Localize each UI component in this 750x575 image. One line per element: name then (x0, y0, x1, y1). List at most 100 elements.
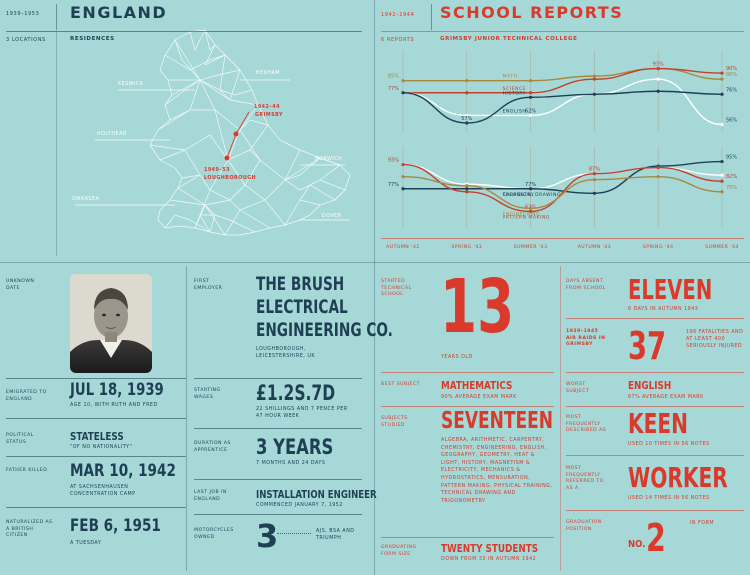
emigrated-label: EMIGRATED TO ENGLAND (6, 390, 47, 402)
data-point (465, 184, 469, 188)
referred-sub: USED 14 TIMES IN 56 NOTES (628, 496, 710, 501)
political-label: POLITICAL STATUS (6, 433, 34, 445)
series-name-label: ENGLISH (503, 108, 527, 114)
described-value: KEEN (628, 407, 689, 440)
data-label: 77% (388, 86, 399, 92)
reports-title: SCHOOL REPORTS (440, 3, 624, 22)
data-label: 93% (653, 62, 664, 68)
data-point (592, 77, 596, 81)
term-label: SUMMER '44 (705, 245, 739, 250)
place-holyhead: HOLYHEAD (97, 132, 127, 137)
place-dover: DOVER (322, 214, 342, 219)
data-point (529, 206, 533, 210)
data-point (720, 159, 724, 164)
motorcycles-sub: AJS, BSA AND TRIUMPH (316, 529, 355, 541)
worst-label: WORST SUBJECT (566, 382, 590, 394)
term-label: AUTUMN '43 (577, 245, 612, 250)
father-label: FATHER KILLED (6, 468, 48, 473)
best-label: BEST SUBJECT (381, 382, 420, 387)
duration-value: 3 YEARS (256, 435, 334, 459)
data-point (465, 113, 469, 118)
series-name-label: MATH (503, 74, 518, 80)
data-point (465, 190, 469, 194)
data-label: 85% (388, 74, 399, 80)
subjects-sub: ALGEBRA, ARITHMETIC, CARPENTRY, CHEMISTR… (441, 438, 553, 504)
data-point (465, 79, 469, 83)
data-point (592, 178, 596, 182)
series-name-label: ENGINEERING (503, 211, 541, 217)
series-line-english (402, 78, 723, 126)
data-point (529, 95, 533, 99)
series-name-label: TECHNICAL DRAWING (502, 192, 561, 198)
started-value: 13 (440, 264, 515, 350)
data-label: 82% (726, 174, 737, 180)
data-point (401, 91, 405, 95)
motorcycles-value: 3 (256, 517, 279, 555)
raids-value: 37 (628, 324, 667, 368)
series-name-label: PATTERN MAKING (503, 214, 550, 220)
started-sub: YEARS OLD (441, 355, 473, 360)
data-point (720, 173, 724, 177)
loughborough-years: 1949–53 (204, 168, 230, 173)
lastjob-sub: COMMENCED JANUARY 7, 1952 (256, 503, 343, 508)
best-value: MATHEMATICS (441, 379, 513, 392)
referred-label: MOST FREQUENTLY REFERRED TO AS A (566, 466, 604, 491)
school-name: GRIMSBY JUNIOR TECHNICAL COLLEGE (440, 36, 578, 42)
data-point (465, 121, 469, 125)
grades-chart-academic: 85% 86% MATH 77% 93% 90% SCIENCE 62% 56% ENGLISH 5… (388, 50, 737, 132)
term-label: AUTUMN '42 (386, 245, 420, 250)
series-line-science (403, 67, 723, 94)
place-grimsby: GRIMSBY (255, 113, 284, 118)
data-point (720, 179, 724, 183)
position-label: GRADUATION POSITION (566, 520, 602, 532)
england-title: ENGLAND (70, 3, 168, 22)
duration-label: DURATION AS APPRENTICE (194, 441, 231, 453)
data-point (401, 187, 405, 191)
employer-line3: ENGINEERING CO. (256, 319, 393, 341)
duration-sub: 7 MONTHS AND 24 DAYS (256, 461, 326, 466)
described-sub: USED 10 TIMES IN 56 NOTES (628, 442, 710, 447)
grimsby-years: 1942–44 (254, 105, 280, 110)
employer-line2: ELECTRICAL (256, 296, 348, 318)
data-label: 77% (525, 182, 536, 188)
motorcycles-label: MOTORCYCLES OWNED (194, 528, 234, 540)
data-point (656, 66, 660, 71)
place-norwich: NORWICH (315, 157, 343, 162)
place-keswick: KESWICK (118, 82, 144, 87)
employer-line1: THE BRUSH (256, 273, 345, 295)
data-point (656, 166, 660, 170)
employer-label: FIRST EMPLOYER (194, 279, 223, 291)
data-point (529, 187, 533, 191)
form-label: GRADUATING FORM SIZE (381, 545, 417, 557)
data-point (656, 89, 660, 93)
data-point (465, 91, 469, 95)
data-label: 56% (726, 117, 737, 123)
data-point (720, 122, 724, 127)
residences-label: RESIDENCES (70, 36, 115, 42)
data-point (720, 92, 724, 96)
father-value: MAR 10, 1942 (70, 461, 176, 481)
data-point (720, 71, 724, 75)
locations-count: 3 LOCATIONS (6, 37, 46, 43)
position-sub: IN FORM (690, 521, 715, 526)
form-value: TWENTY STUDENTS (441, 542, 539, 555)
political-sub: "OF NO NATIONALITY" (70, 445, 133, 450)
lastjob-label: LAST JOB IN ENGLAND (194, 490, 227, 502)
data-point (401, 175, 405, 179)
data-point (592, 92, 596, 96)
data-point (529, 79, 533, 83)
data-point (592, 172, 596, 176)
best-sub: 90% AVERAGE EXAM MARK (441, 395, 517, 400)
political-value: STATELESS (70, 430, 124, 443)
reports-years: 1942–1944 (381, 12, 415, 18)
data-point (656, 77, 660, 81)
naturalized-value: FEB 6, 1951 (70, 516, 161, 536)
position-value: 2 (646, 516, 666, 560)
series-name-label: CARPENTRY (503, 192, 535, 198)
place-loughborough: LOUGHBOROUGH (204, 176, 257, 181)
data-point (592, 74, 596, 78)
data-point (720, 77, 724, 81)
absent-label: DAYS ABSENT FROM SCHOOL (566, 279, 606, 291)
data-label: 76% (726, 87, 737, 93)
term-label: SPRING '43 (451, 245, 483, 250)
